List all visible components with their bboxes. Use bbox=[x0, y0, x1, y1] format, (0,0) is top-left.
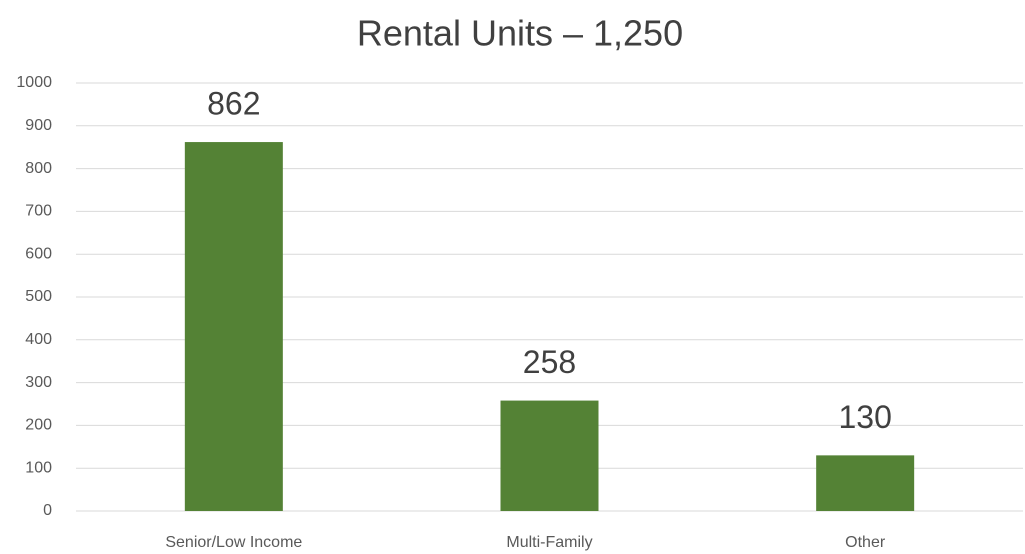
x-tick-label: Multi-Family bbox=[506, 534, 592, 551]
x-tick-label: Other bbox=[845, 534, 886, 551]
y-tick-label: 1000 bbox=[16, 74, 52, 91]
y-tick-label: 100 bbox=[25, 459, 52, 476]
y-tick-label: 600 bbox=[25, 245, 52, 262]
bar bbox=[184, 142, 283, 511]
bar bbox=[500, 400, 599, 511]
y-tick-label: 400 bbox=[25, 331, 52, 348]
y-tick-label: 300 bbox=[25, 374, 52, 391]
y-tick-label: 0 bbox=[43, 502, 52, 519]
data-label: 130 bbox=[838, 399, 891, 435]
bar bbox=[816, 455, 915, 511]
data-label: 862 bbox=[207, 86, 260, 122]
y-tick-label: 900 bbox=[25, 117, 52, 134]
y-tick-label: 500 bbox=[25, 288, 52, 305]
data-label: 258 bbox=[523, 344, 576, 380]
y-tick-label: 800 bbox=[25, 160, 52, 177]
x-tick-label: Senior/Low Income bbox=[165, 534, 302, 551]
chart-title: Rental Units – 1,250 bbox=[357, 13, 683, 54]
y-tick-label: 700 bbox=[25, 203, 52, 220]
y-tick-label: 200 bbox=[25, 417, 52, 434]
